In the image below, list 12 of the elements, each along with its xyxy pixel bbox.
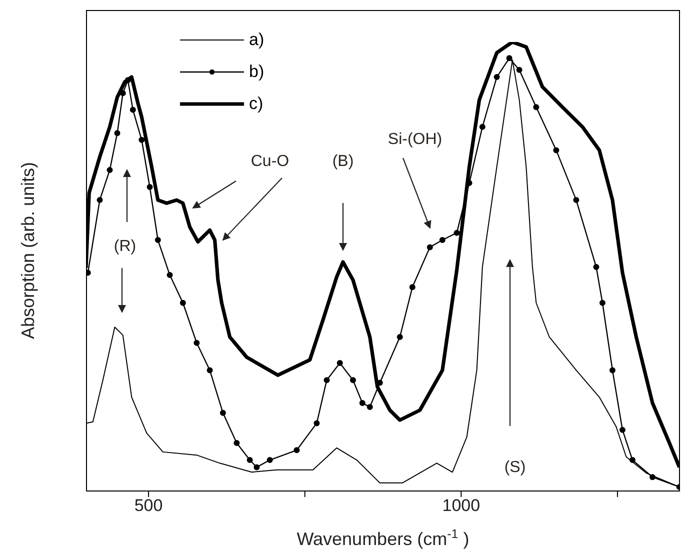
annotation: Cu-O [250, 153, 290, 170]
x-tick-label: 1000 [442, 496, 480, 516]
annotation: (S) [504, 459, 526, 476]
legend-label: c) [249, 94, 264, 114]
annotation: Si-(OH) [388, 131, 442, 148]
y-axis-title: Absorption (arb. units) [18, 162, 38, 340]
legend-label: a) [249, 30, 264, 50]
x-tick-label: 500 [134, 496, 163, 516]
legend-label: b) [249, 62, 264, 82]
annotation: (B) [332, 153, 354, 170]
x-axis-title: Wavenumbers (cm$^{-1}$) [296, 527, 470, 549]
annotation: (R) [114, 238, 136, 256]
